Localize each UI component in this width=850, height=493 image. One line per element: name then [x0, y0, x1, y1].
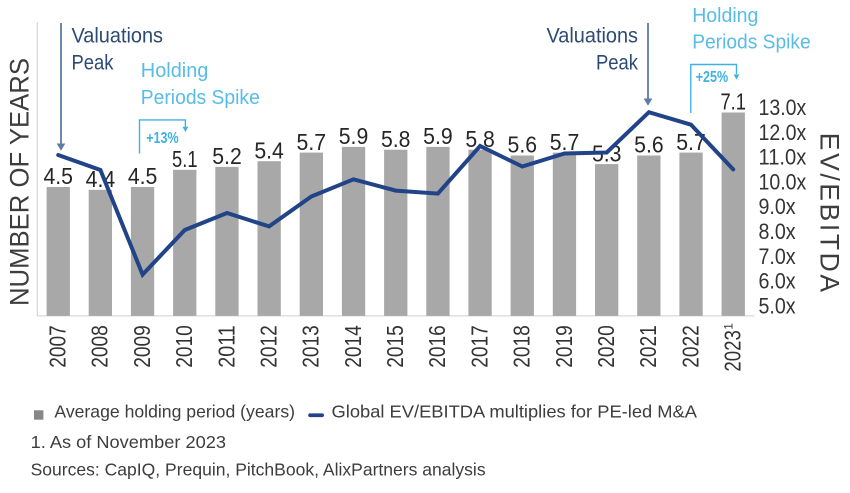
svg-text:5.4: 5.4: [254, 137, 284, 163]
svg-text:5.9: 5.9: [423, 123, 453, 149]
svg-text:Peak: Peak: [72, 51, 114, 74]
svg-text:5.0x: 5.0x: [759, 293, 796, 318]
svg-text:Periods Spike: Periods Spike: [141, 86, 260, 109]
svg-text:2013: 2013: [298, 325, 324, 368]
svg-text:5.7: 5.7: [550, 129, 580, 155]
svg-text:2016: 2016: [424, 325, 450, 368]
svg-text:9.0x: 9.0x: [759, 194, 796, 219]
svg-text:5.1: 5.1: [172, 146, 198, 172]
svg-text:2007: 2007: [45, 325, 71, 368]
svg-text:2018: 2018: [509, 325, 535, 368]
svg-text:2015: 2015: [382, 325, 408, 368]
svg-text:5.9: 5.9: [339, 123, 369, 149]
svg-text:5.2: 5.2: [212, 143, 242, 169]
svg-text:Holding: Holding: [141, 59, 209, 82]
svg-text:2011: 2011: [213, 325, 239, 368]
svg-text:7.1: 7.1: [720, 89, 746, 115]
svg-text:2023: 2023: [720, 330, 746, 372]
svg-text:2012: 2012: [255, 325, 281, 368]
svg-text:Periods Spike: Periods Spike: [692, 31, 811, 54]
svg-text:6.0x: 6.0x: [759, 269, 796, 294]
svg-text:+13%: +13%: [146, 130, 178, 147]
svg-text:Sources: CapIQ, Prequin, Pitch: Sources: CapIQ, Prequin, PitchBook, Alix…: [31, 460, 486, 480]
svg-text:1. As of November 2023: 1. As of November 2023: [31, 432, 226, 452]
svg-text:2017: 2017: [466, 325, 492, 368]
svg-text:4.5: 4.5: [128, 163, 158, 189]
svg-text:5.6: 5.6: [508, 132, 538, 158]
svg-text:13.0x: 13.0x: [759, 95, 807, 120]
svg-text:Average holding period (years): Average holding period (years): [54, 402, 295, 422]
svg-text:Valuations: Valuations: [72, 25, 164, 48]
svg-text:Valuations: Valuations: [547, 25, 639, 48]
svg-text:Global EV/EBITDA multiplies fo: Global EV/EBITDA multiplies for PE-led M…: [332, 402, 698, 422]
svg-text:2019: 2019: [551, 325, 577, 368]
svg-text:EV/EBITDA: EV/EBITDA: [814, 133, 844, 295]
svg-text:NUMBER OF YEARS: NUMBER OF YEARS: [5, 58, 35, 306]
svg-text:5.7: 5.7: [676, 129, 706, 155]
svg-text:12.0x: 12.0x: [759, 120, 807, 145]
svg-text:8.0x: 8.0x: [759, 219, 796, 244]
svg-text:2008: 2008: [87, 325, 113, 368]
svg-text:1: 1: [723, 323, 735, 329]
svg-text:11.0x: 11.0x: [759, 145, 807, 170]
svg-text:5.6: 5.6: [634, 132, 664, 158]
svg-text:7.0x: 7.0x: [759, 244, 796, 269]
svg-text:+25%: +25%: [696, 69, 728, 86]
svg-text:Holding: Holding: [692, 4, 758, 27]
svg-text:2022: 2022: [677, 325, 703, 368]
svg-text:5.8: 5.8: [381, 126, 411, 152]
svg-text:2014: 2014: [340, 325, 366, 368]
svg-text:2010: 2010: [171, 325, 197, 368]
svg-text:2021: 2021: [635, 325, 661, 368]
svg-text:Peak: Peak: [596, 51, 638, 74]
svg-text:4.5: 4.5: [43, 163, 73, 189]
svg-text:2009: 2009: [129, 325, 155, 368]
svg-text:2020: 2020: [593, 325, 619, 368]
svg-text:5.7: 5.7: [297, 129, 327, 155]
svg-text:10.0x: 10.0x: [759, 169, 807, 194]
